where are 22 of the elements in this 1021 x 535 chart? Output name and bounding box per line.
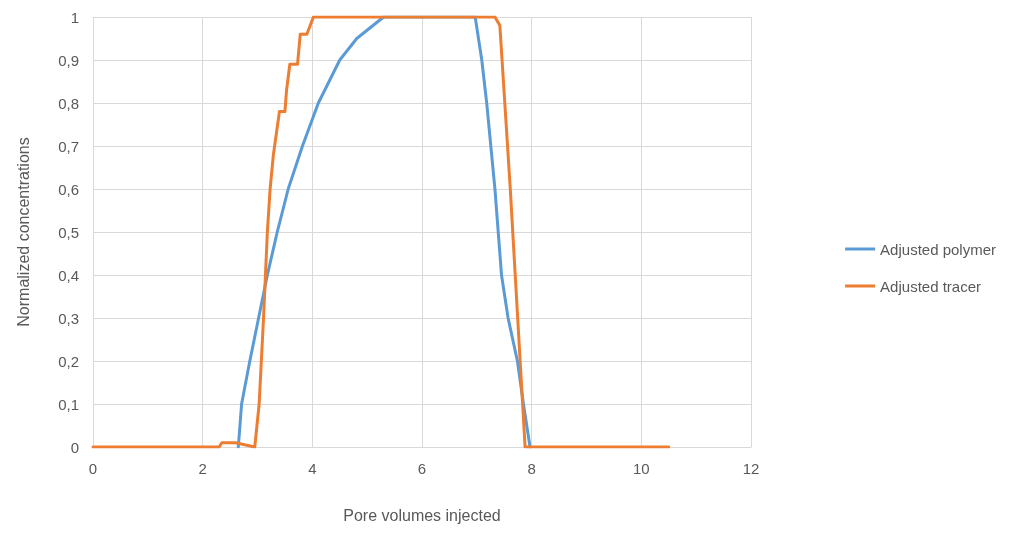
y-tick-label: 0,9 xyxy=(58,51,79,69)
y-tick-label: 0,6 xyxy=(58,180,79,198)
y-tick-label: 0,1 xyxy=(58,395,79,413)
x-tick-label: 10 xyxy=(632,460,650,477)
legend-label: Adjusted tracer xyxy=(880,277,981,295)
y-tick-label: 0,8 xyxy=(58,94,79,112)
x-tick-label: 6 xyxy=(417,460,427,477)
x-tick-label: 4 xyxy=(308,460,317,477)
y-tick-label: 0,7 xyxy=(58,137,79,155)
legend-label: Adjusted polymer xyxy=(880,240,997,258)
y-tick-label: 0,2 xyxy=(58,352,79,370)
y-tick-label: 0,3 xyxy=(58,309,79,327)
x-tick-label: 8 xyxy=(527,460,536,477)
y-axis-title: Normalized concentrations xyxy=(14,137,32,327)
x-tick-label: 12 xyxy=(742,460,760,477)
y-tick-label: 0,5 xyxy=(58,223,79,241)
y-tick-label: 1 xyxy=(70,8,79,26)
x-tick-label: 0 xyxy=(88,460,98,477)
x-axis-title: Pore volumes injected xyxy=(343,506,501,524)
y-tick-label: 0,4 xyxy=(58,266,79,284)
y-tick-label: 0 xyxy=(70,438,79,456)
x-tick-label: 2 xyxy=(198,460,207,477)
